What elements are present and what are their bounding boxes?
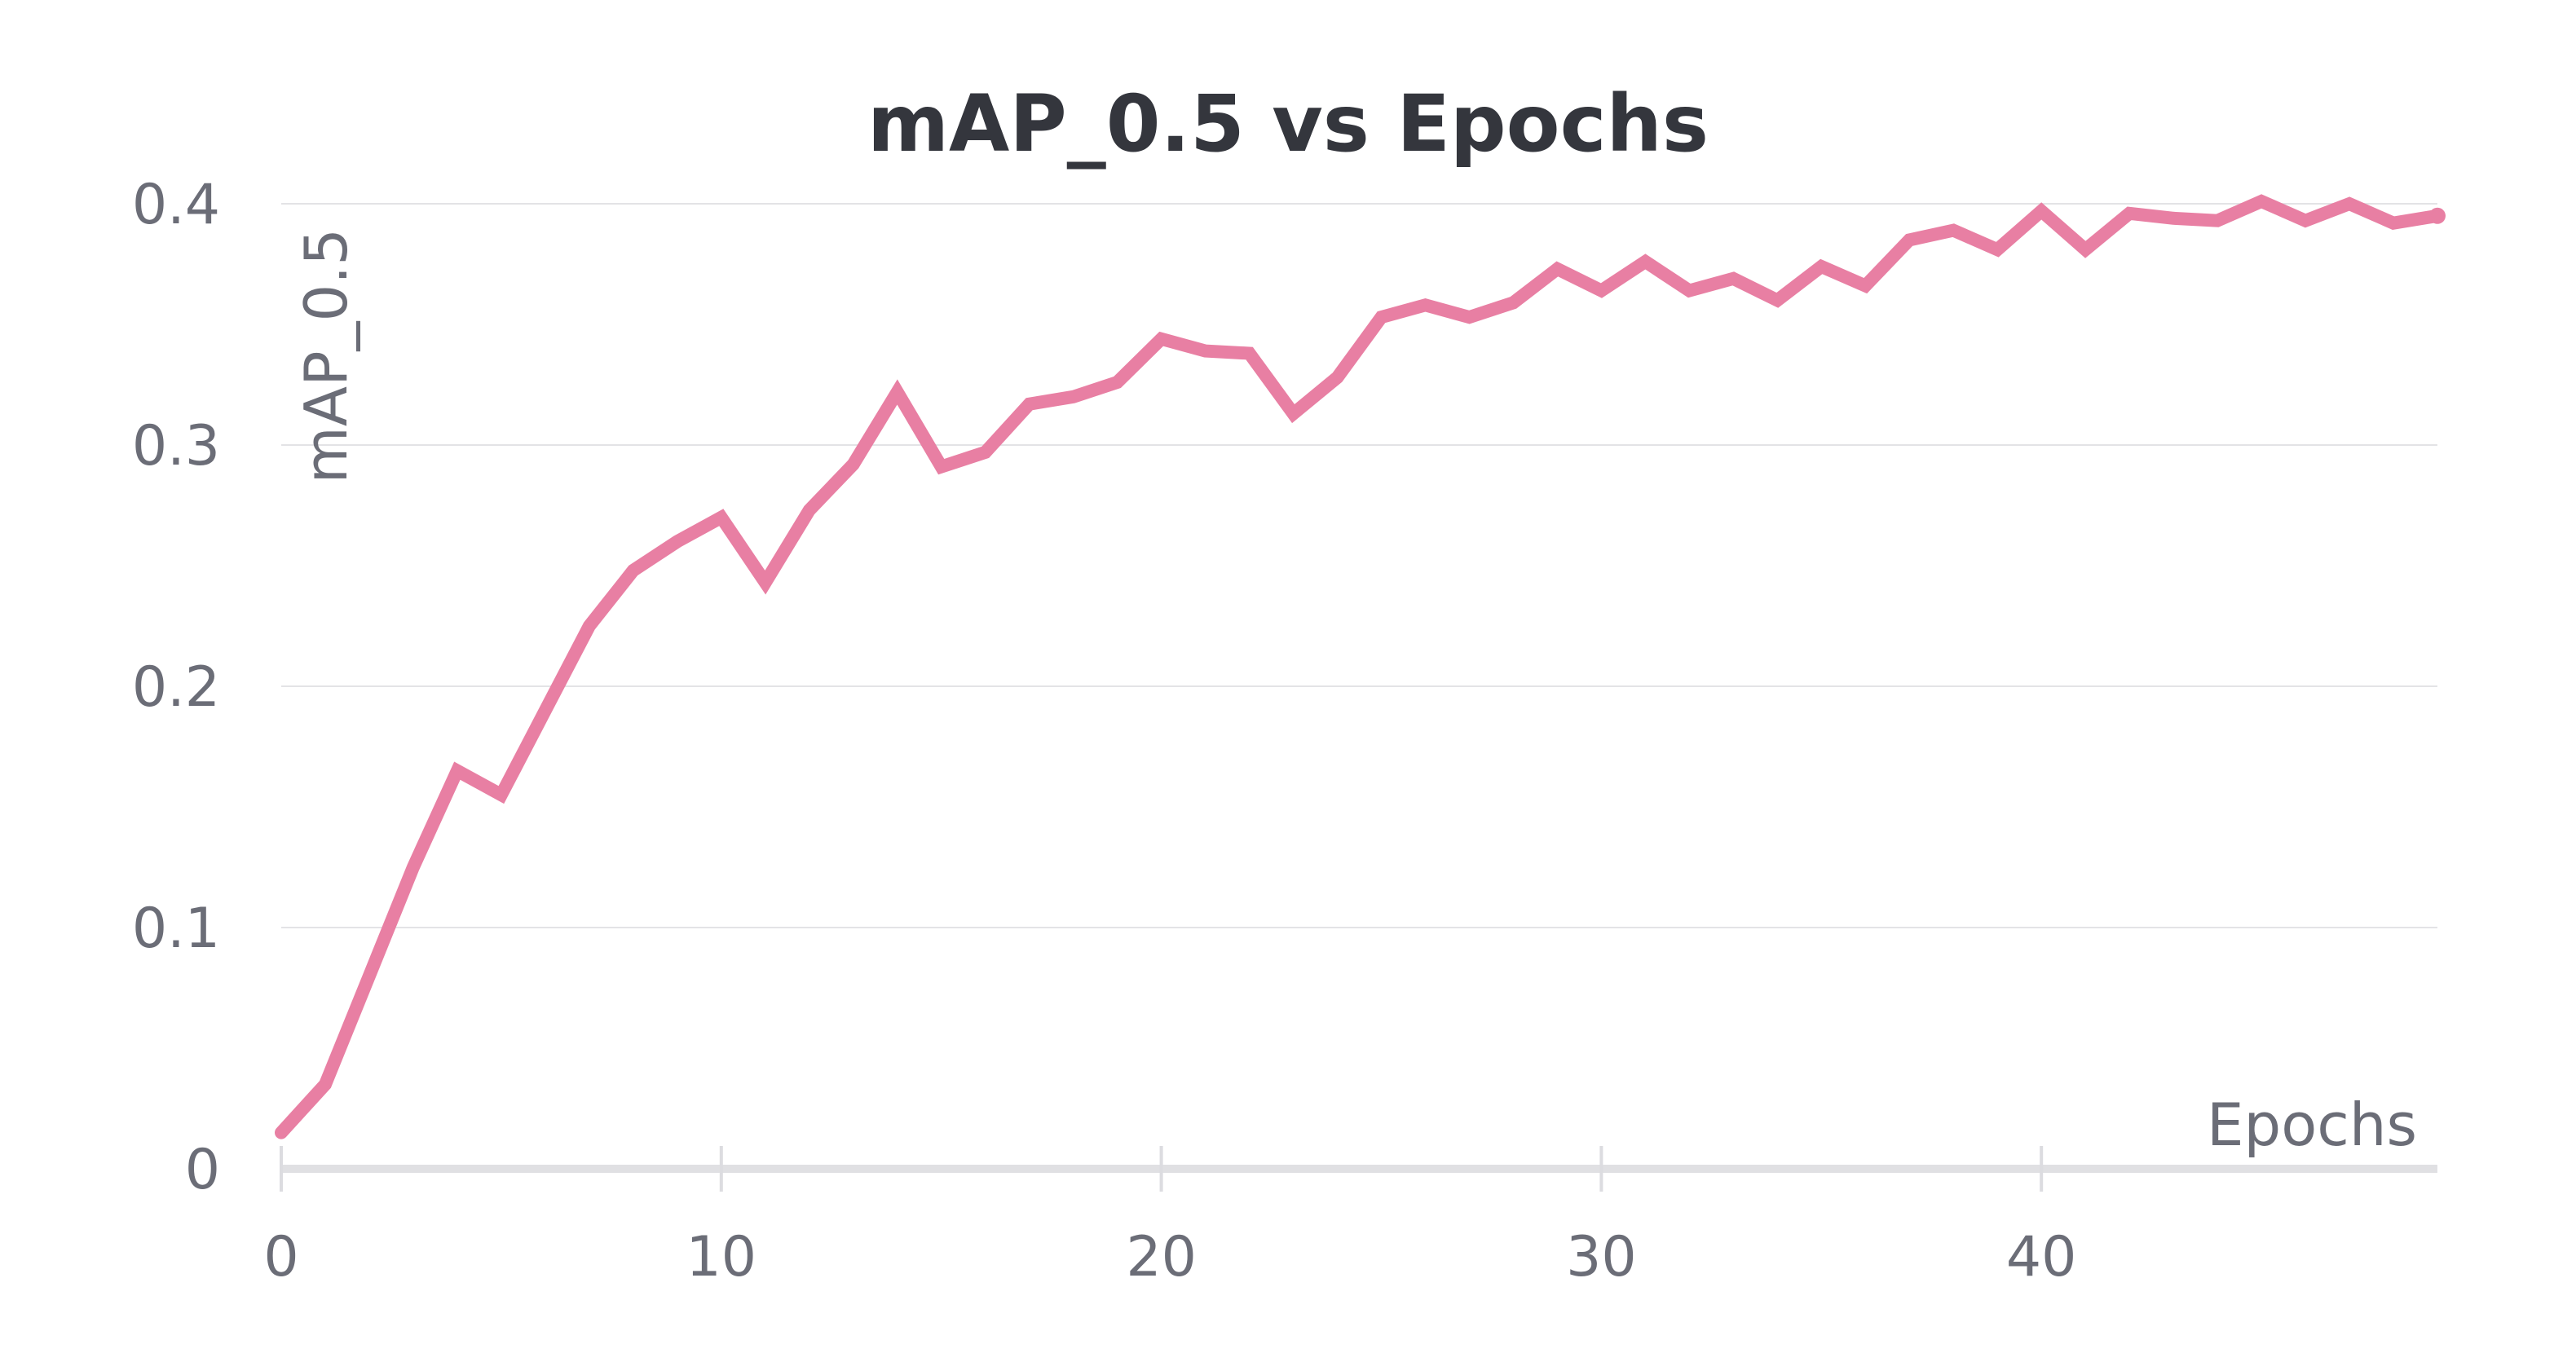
grid-lines	[281, 203, 2437, 928]
x-axis-ticks: 0 10 20 30 40	[263, 1146, 2076, 1289]
y-tick-label-2: 0.2	[132, 655, 220, 720]
y-tick-label-0: 0	[185, 1138, 220, 1202]
y-tick-label-4: 0.4	[132, 173, 220, 237]
x-tick-label-2: 20	[1126, 1225, 1197, 1289]
y-axis-label: mAP_0.5	[292, 228, 360, 483]
x-axis-label: Epochs	[2207, 1091, 2417, 1159]
x-tick-label-3: 30	[1566, 1225, 1637, 1289]
y-axis-ticks: 0 0.1 0.2 0.3 0.4	[132, 173, 220, 1202]
series-layer	[275, 194, 2446, 1139]
chart-title: mAP_0.5 vs Epochs	[867, 78, 1709, 170]
series-end-point-0	[2429, 207, 2446, 224]
series-line-0	[275, 194, 2444, 1139]
y-tick-label-3: 0.3	[132, 414, 220, 478]
x-tick-label-4: 40	[2006, 1225, 2077, 1289]
y-tick-label-1: 0.1	[132, 897, 220, 961]
x-tick-label-0: 0	[263, 1225, 298, 1289]
x-tick-label-1: 10	[686, 1225, 757, 1289]
